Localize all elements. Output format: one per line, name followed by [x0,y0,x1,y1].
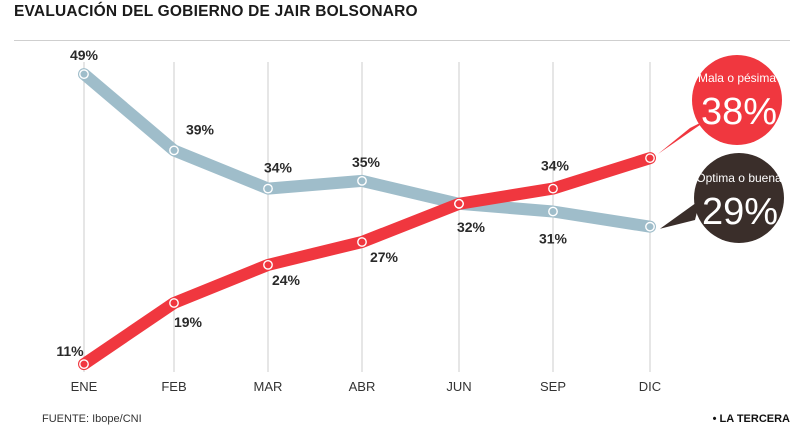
data-label-optima: 35% [352,154,381,170]
data-point-mala [169,298,179,308]
x-tick-label: MAR [254,379,283,394]
x-tick-label: ENE [71,379,98,394]
callout-bubble-optima [694,153,784,243]
data-point-mala [357,237,367,247]
brand-credit: • LA TERCERA [712,413,790,425]
data-point-optima [79,69,89,80]
source-note: FUENTE: Ibope/CNI [42,413,142,425]
data-point-mala [548,183,558,194]
data-label-mala: 24% [272,272,301,288]
data-point-optima [548,206,558,217]
title-divider [14,40,790,41]
data-point-optima [169,145,179,156]
data-label-mala: 27% [370,249,399,265]
series-line-mala [78,152,656,371]
data-point-mala [645,153,655,164]
callout-value-mala: 38% [701,91,777,133]
x-tick-label: ABR [349,379,376,394]
x-tick-label: JUN [446,379,471,394]
data-label-optima: 32% [457,219,486,235]
data-point-mala [79,359,89,369]
chart-title: EVALUACIÓN DEL GOBIERNO DE JAIR BOLSONAR… [14,3,418,20]
x-tick-label: SEP [540,379,566,394]
callout-pointer-optima [660,200,700,229]
data-label-mala: 11% [56,343,84,359]
data-label-mala: 19% [174,314,203,330]
data-label-optima: 49% [70,47,99,63]
series-line-optima [78,68,656,233]
x-tick-label: DIC [639,379,661,394]
callout-value-optima: 29% [702,191,778,233]
x-tick-label: FEB [161,379,186,394]
callout-bubble-mala [692,55,782,145]
callout-pointer-mala [658,118,710,155]
data-point-mala [263,259,273,270]
data-point-optima [645,221,655,232]
data-label-mala: 34% [541,158,570,174]
data-label-optima: 34% [264,160,293,176]
data-point-optima [357,175,367,186]
data-label-optima: 39% [186,121,215,137]
data-point-optima [263,183,273,194]
data-label-optima: 31% [539,230,568,246]
callout-label-optima: Óptima o buena [696,170,782,185]
callout-label-mala: Mala o pésima [698,71,776,85]
data-point-mala [454,198,464,209]
